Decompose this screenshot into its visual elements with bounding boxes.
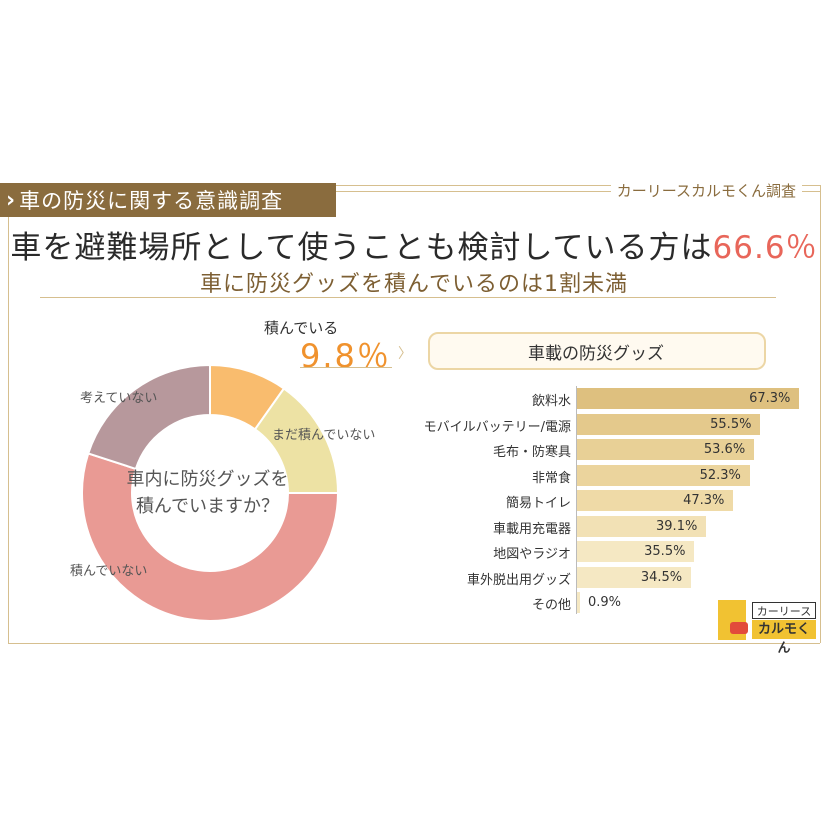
bar-value-label: 39.1% bbox=[656, 518, 698, 534]
brand-logo: カーリース カルモくん bbox=[718, 600, 818, 656]
frame-right-line bbox=[820, 185, 821, 643]
donut-slice-2 bbox=[81, 452, 340, 622]
slice-label-not-yet: まだ積んでいない bbox=[272, 428, 376, 443]
donut-center-line1: 車内に防災グッズを bbox=[126, 469, 289, 490]
bar-category-label: 車載用充電器 bbox=[492, 521, 571, 537]
bar-value-label: 47.3% bbox=[683, 493, 725, 508]
bar-category-label: 非常食 bbox=[531, 470, 571, 486]
main-headline: 車を避難場所として使うことも検討している方は66.6％ bbox=[0, 222, 828, 267]
logo-text-top: カーリース bbox=[752, 602, 816, 619]
bar bbox=[577, 541, 695, 562]
bar bbox=[577, 490, 734, 511]
header-tag: › 車の防災に関する意識調査 bbox=[0, 183, 336, 217]
logo-mark bbox=[718, 600, 746, 640]
main-headline-text: 車を避難場所として使うことも検討している方は bbox=[10, 230, 713, 266]
bar bbox=[577, 439, 754, 460]
bar bbox=[577, 464, 750, 486]
donut-center-line2: 積んでいますか？ bbox=[135, 496, 280, 517]
bar-category-label: 車外脱出用グッズ bbox=[466, 572, 571, 588]
slice-label-not-considering: 考えていない bbox=[80, 391, 158, 406]
sub-headline: 車に防災グッズを積んでいるのは1割未満 bbox=[200, 272, 628, 297]
bar bbox=[577, 515, 707, 537]
frame-bottom-line bbox=[8, 643, 820, 644]
bar-panel-title-bubble: 車載の防災グッズ bbox=[428, 332, 766, 370]
bar bbox=[577, 413, 761, 435]
bar bbox=[577, 388, 800, 409]
donut-slice-3 bbox=[87, 363, 211, 471]
bar-category-label: その他 bbox=[531, 598, 571, 613]
chevron-right-icon: › bbox=[6, 187, 16, 213]
headline-divider bbox=[40, 297, 776, 298]
source-label: カーリースカルモくん調査 bbox=[610, 180, 802, 201]
bar-value-label: 67.3% bbox=[749, 391, 791, 406]
bar-value-label: 34.5% bbox=[640, 569, 683, 585]
bar-category-label: モバイルバッテリー/電源 bbox=[423, 419, 571, 435]
bar-value-label: 35.5% bbox=[644, 544, 686, 559]
callout-arrow-icon: 〉 bbox=[398, 346, 412, 362]
main-headline-highlight: 66.6％ bbox=[712, 230, 818, 266]
bar-category-label: 簡易トイレ bbox=[505, 496, 571, 511]
header-tag-label: 車の防災に関する意識調査 bbox=[19, 189, 284, 213]
slice-label-not-loaded: 積んでいない bbox=[70, 564, 148, 579]
bar bbox=[577, 566, 691, 588]
callout-label: 積んでいる bbox=[264, 319, 339, 337]
bar-category-label: 飲料水 bbox=[531, 394, 571, 409]
bar-value-label: 52.3% bbox=[699, 467, 741, 483]
car-icon bbox=[730, 622, 748, 634]
callout-value: 9.8％ bbox=[300, 337, 391, 375]
donut-chart bbox=[81, 363, 340, 622]
bar-category-label: 毛布・防寒具 bbox=[492, 445, 571, 460]
bar-value-label: 0.9% bbox=[587, 595, 621, 610]
bar-category-label: 地図やラジオ bbox=[493, 547, 571, 562]
bar-panel-title: 車載の防災グッズ bbox=[528, 343, 664, 364]
bar-value-label: 55.5% bbox=[710, 416, 752, 432]
frame-top-line bbox=[8, 185, 820, 186]
bar bbox=[577, 592, 580, 613]
logo-text-bottom: カルモくん bbox=[752, 620, 816, 656]
bar-value-label: 53.6% bbox=[703, 442, 746, 457]
frame-left-line bbox=[8, 185, 9, 643]
callout-underline bbox=[300, 367, 392, 368]
frame-top-line-inner bbox=[336, 191, 820, 192]
donut-center-text: 車内に防災グッズを 積んでいますか？ bbox=[105, 466, 310, 520]
bar-axis bbox=[576, 386, 577, 614]
